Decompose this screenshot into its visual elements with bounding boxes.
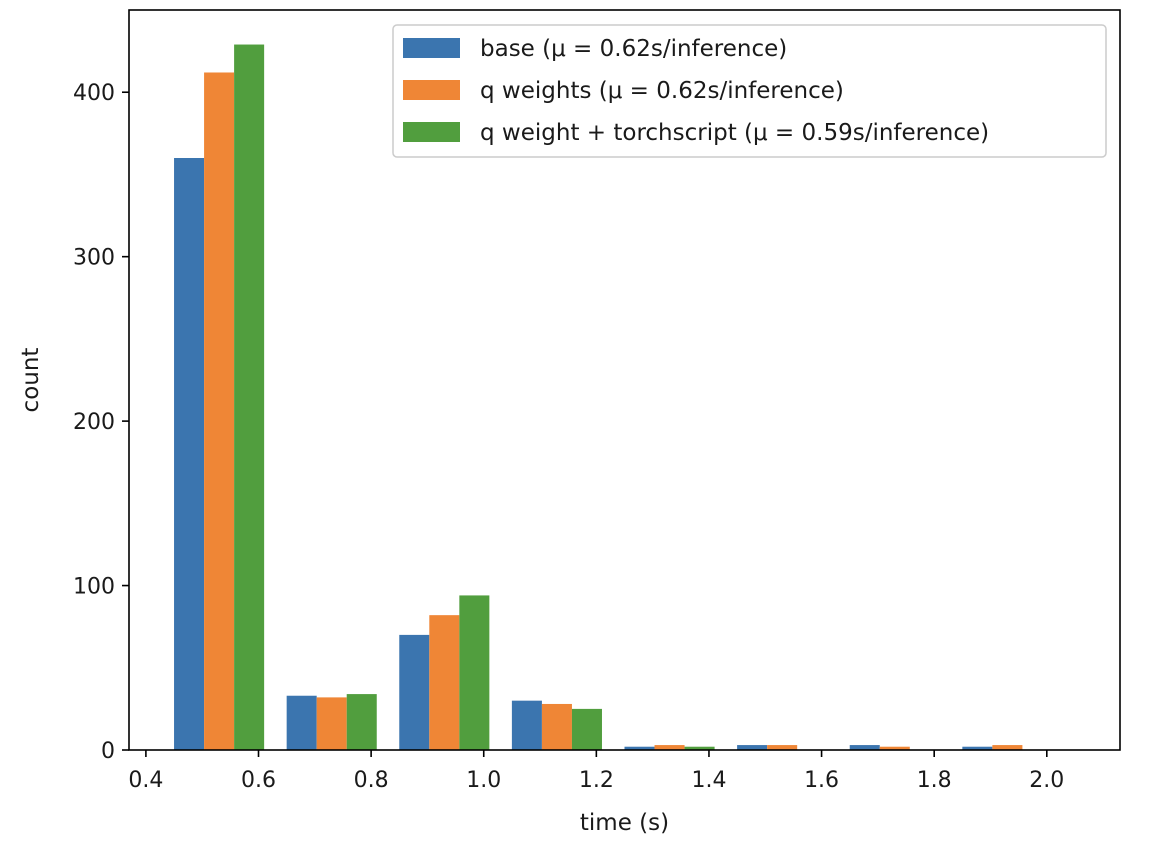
bar [429,615,460,750]
legend-label: q weights (μ = 0.62s/inference) [480,78,844,104]
x-tick-label: 1.2 [579,768,614,793]
x-axis-label: time (s) [580,810,669,836]
x-tick-label: 2.0 [1029,768,1064,793]
y-tick-label: 200 [73,410,115,435]
bar [849,745,880,750]
x-tick-label: 0.6 [241,768,276,793]
legend-swatch [403,38,460,58]
bar [234,44,265,751]
y-axis: 0 100 200 300 400 [73,81,129,764]
y-tick-label: 100 [73,575,115,600]
axes-frame [128,9,1121,751]
bar [204,72,235,750]
x-tick-label: 0.4 [128,768,163,793]
legend-swatch [403,80,460,100]
legend-swatch [403,122,460,142]
x-axis: 0.4 0.6 0.8 1.0 1.2 1.4 1.6 1.8 2.0 [128,750,1064,793]
x-tick-label: 1.0 [466,768,501,793]
bar [962,746,993,750]
bar [654,745,685,750]
bar [346,694,377,750]
bar [684,746,715,750]
y-tick-label: 400 [73,81,115,106]
legend: base (μ = 0.62s/inference) q weights (μ =… [392,24,1107,158]
bar [316,697,347,750]
y-tick-label: 0 [101,739,115,764]
legend-box [392,24,1107,158]
bar [286,695,317,750]
bars-layer [174,44,1023,751]
legend-label: q weight + torchscript (μ = 0.59s/infere… [480,120,989,146]
x-tick-label: 1.4 [691,768,726,793]
bar [992,745,1023,750]
bar [399,634,430,750]
x-tick-label: 1.6 [804,768,839,793]
legend-label: base (μ = 0.62s/inference) [480,36,787,62]
bar [737,745,768,750]
x-tick-label: 1.8 [917,768,952,793]
bar [624,746,655,750]
bar [571,708,602,750]
y-axis-label: count [18,348,44,413]
bar [511,700,542,750]
x-tick-label: 0.8 [354,768,389,793]
bar [174,158,205,750]
bar [541,703,572,750]
bar [767,745,798,750]
y-tick-label: 300 [73,246,115,271]
bar [459,595,490,750]
bar [879,746,910,750]
